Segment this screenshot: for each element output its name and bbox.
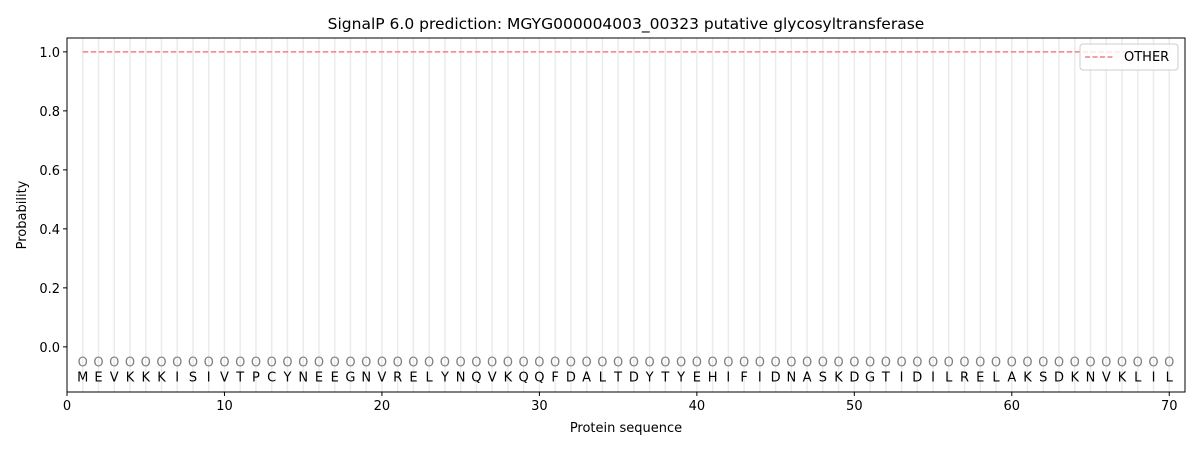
residue-letter: K [834,370,843,385]
residue-letter: Y [440,370,449,385]
residue-letter: E [693,370,701,385]
residue-letter: R [960,370,969,385]
residue-letter: R [393,370,402,385]
y-axis: 0.0 0.2 0.4 0.6 0.8 1.0 [39,46,67,356]
x-tick-label: 10 [216,399,233,414]
residue-letter: V [1102,370,1111,385]
residue-letter: I [726,370,730,385]
y-tick-label: 0.6 [39,164,60,179]
residue-letter: N [786,370,796,385]
residue-letter: A [1007,370,1016,385]
residue-letter: Y [676,370,685,385]
x-tick-label: 0 [63,399,71,414]
residue-letter: I [900,370,904,385]
residue-letter: E [409,370,417,385]
x-tick-label: 70 [1161,399,1178,414]
residue-letter: K [1071,370,1080,385]
y-tick-label: 0.2 [39,282,60,297]
residue-letter: T [613,370,622,385]
residue-letter: D [1054,370,1064,385]
y-tick-label: 1.0 [39,46,60,61]
residue-letter: G [865,370,875,385]
residue-letter: Q [534,370,544,385]
residue-letter: S [819,370,827,385]
residue-letter: D [849,370,859,385]
residue-letter: F [740,370,747,385]
residue-letter: Y [645,370,654,385]
residue-letter: D [629,370,639,385]
y-tick-label: 0.0 [39,341,60,356]
residue-letter: S [1039,370,1047,385]
residue-letter: A [582,370,591,385]
x-axis-label: Protein sequence [570,421,682,436]
residue-letter: E [331,370,339,385]
residue-letter: Y [282,370,291,385]
x-axis: 0 10 20 30 40 50 60 70 [63,392,1178,414]
residue-letter: L [1134,370,1142,385]
residue-letter: N [1086,370,1096,385]
residue-letter: L [945,370,953,385]
residue-letter: V [110,370,119,385]
residue-letter: T [235,370,244,385]
residue-letter: C [267,370,276,385]
residue-letter: L [992,370,1000,385]
residue-letter: I [758,370,762,385]
x-tick-label: 40 [689,399,706,414]
residue-letter: E [315,370,323,385]
residue-letter: I [207,370,211,385]
residue-letter: N [361,370,371,385]
residue-letter: L [426,370,434,385]
y-axis-label: Probability [15,180,30,249]
residue-letter: V [377,370,386,385]
x-tick-label: 20 [374,399,391,414]
legend: OTHER [1079,43,1179,71]
residue-letter: E [976,370,984,385]
residue-letter: N [456,370,466,385]
predicted-labels: OOOOOOOOOOOOOOOOOOOOOOOOOOOOOOOOOOOOOOOO… [78,356,1175,371]
chart-title: SignalP 6.0 prediction: MGYG000004003_00… [328,15,925,34]
y-tick-label: 0.4 [39,223,60,238]
x-tick-label: 30 [531,399,548,414]
residue-letter: T [881,370,890,385]
legend-label-other: OTHER [1124,50,1169,65]
residue-letter: K [157,370,166,385]
residue-letter: G [345,370,355,385]
residue-letter: F [551,370,558,385]
residue-letter: K [1118,370,1127,385]
residue-letter: K [126,370,135,385]
residue-letter: M [77,370,88,385]
residue-labels: OOOOOOOOOOOOOOOOOOOOOOOOOOOOOOOOOOOOOOOO… [77,356,1174,386]
residue-letter: H [708,370,718,385]
residue-letter: I [1152,370,1156,385]
x-tick-label: 60 [1004,399,1021,414]
residue-grid [81,38,1171,392]
x-tick-label: 50 [846,399,863,414]
residue-letter: V [488,370,497,385]
y-tick-label: 0.8 [39,105,60,120]
residue-letter: D [566,370,576,385]
residue-letter: L [599,370,607,385]
residue-letter: K [504,370,513,385]
residue-letter: L [1166,370,1174,385]
residue-letter: I [175,370,179,385]
residue-letter: I [931,370,935,385]
residue-letter: K [141,370,150,385]
plot-frame [66,37,1186,393]
residue-letter: Q [471,370,481,385]
residue-letter: D [912,370,922,385]
residue-letter: N [298,370,308,385]
residue-letter: Q [519,370,529,385]
residue-letter: T [660,370,669,385]
residue-letter: D [771,370,781,385]
residue-letter: P [252,370,260,385]
legend-box [1079,43,1179,71]
residue-letter: E [94,370,102,385]
residue-letter: K [1023,370,1032,385]
residue-letter: V [220,370,229,385]
residue-letter: A [803,370,812,385]
residue-letter: S [189,370,197,385]
